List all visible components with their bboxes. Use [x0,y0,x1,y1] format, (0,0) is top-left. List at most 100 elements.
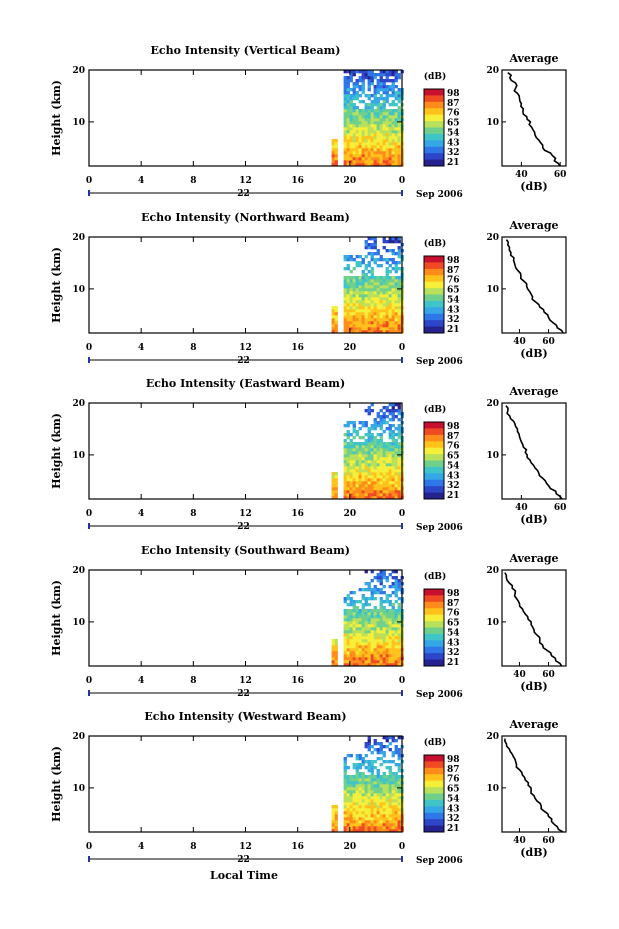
heatmap-cell [367,306,371,310]
x-tick-label: 4 [138,509,144,519]
heatmap-cell [373,300,377,304]
heatmap-cell [364,130,368,134]
heatmap-cell [352,300,356,304]
heatmap-cell [355,466,359,470]
heatmap-cell [346,460,350,464]
heatmap-cell [364,106,368,110]
heatmap-cell [385,615,389,619]
heatmap-cell [379,576,383,580]
heatmap-cell [391,478,395,482]
heatmap-cell [394,790,398,794]
heatmap-cell [379,421,383,425]
heatmap-cell [367,457,371,461]
panel-title: Echo Intensity (Southward Beam) [141,544,350,557]
heatmap-cell [385,115,389,119]
heatmap-cell [346,490,350,494]
heatmap-cell [355,321,359,325]
heatmap-cell [373,424,377,428]
heatmap-cell [343,133,347,137]
avg-x-tick-label: 40 [513,337,526,347]
heatmap-cell [361,811,365,815]
heatmap-cell [376,79,380,83]
heatmap-cell [373,279,377,283]
heatmap-cell [382,618,386,622]
heatmap-cell [397,826,401,830]
heatmap-cell [361,594,365,598]
heatmap-cell [343,424,347,428]
heatmap-cell [343,91,347,95]
heatmap-cell [388,300,392,304]
heatmap-cell [385,475,389,479]
heatmap-cell [379,621,383,625]
heatmap-cell [367,139,371,143]
heatmap-cell [394,745,398,749]
heatmap-cell [367,246,371,250]
heatmap-cell [346,315,350,319]
heatmap-cell [373,261,377,265]
heatmap-cell [388,112,392,116]
heatmap-cell [388,285,392,289]
heatmap-cell [367,436,371,440]
heatmap-cell [388,436,392,440]
heatmap-cell [391,139,395,143]
heatmap-cell [373,327,377,331]
heatmap-cell [370,796,374,800]
x-tick-label: 20 [344,343,357,353]
heatmap-cell [355,612,359,616]
heatmap-cell [397,618,401,622]
heatmap-cell [376,573,380,577]
heatmap-cell [391,91,395,95]
heatmap-cell [358,775,362,779]
colorbar-swatch [424,492,444,500]
heatmap-cell [355,808,359,812]
heatmap-cell [373,100,377,104]
heatmap-cell [394,403,398,407]
heatmap-cell [376,657,380,661]
heatmap-cell [376,157,380,161]
heatmap-cell [382,97,386,101]
heatmap-cell [355,778,359,782]
heatmap-cell [391,285,395,289]
heatmap-cell [391,445,395,449]
heatmap-cell [397,612,401,616]
heatmap-cell [385,300,389,304]
heatmap-cell [394,309,398,313]
heatmap-cell [388,115,392,119]
heatmap-cell [331,493,335,497]
heatmap-cell [370,591,374,595]
heatmap-cell [388,645,392,649]
heatmap-cell [331,163,335,167]
heatmap-cell [331,829,335,833]
heatmap-cell [361,588,365,592]
heatmap-cell [358,130,362,134]
heatmap-cell [397,796,401,800]
heatmap-cell [385,312,389,316]
heatmap-cell [346,91,350,95]
heatmap-cell [358,145,362,149]
heatmap-cell [370,442,374,446]
heatmap-cell [376,793,380,797]
heatmap-cell [343,285,347,289]
x-tick-label: 20 [344,842,357,852]
heatmap-cell [382,285,386,289]
colorbar-tick-label: 54 [447,461,460,471]
heatmap-cell [391,606,395,610]
heatmap-cell [397,148,401,152]
heatmap-cell [331,814,335,818]
heatmap-cell [370,321,374,325]
heatmap-cell [382,466,386,470]
heatmap-cell [343,600,347,604]
heatmap-cell [394,133,398,137]
heatmap-cell [358,799,362,803]
heatmap-cell [361,481,365,485]
heatmap-cell [346,463,350,467]
heatmap-cell [346,163,350,167]
heatmap-cell [361,294,365,298]
heatmap-cell [349,639,353,643]
heatmap-cell [397,154,401,158]
heatmap-cell [361,478,365,482]
heatmap-cell [370,829,374,833]
heatmap-cell [391,127,395,131]
heatmap-cell [370,309,374,313]
heatmap-cell [334,645,338,649]
